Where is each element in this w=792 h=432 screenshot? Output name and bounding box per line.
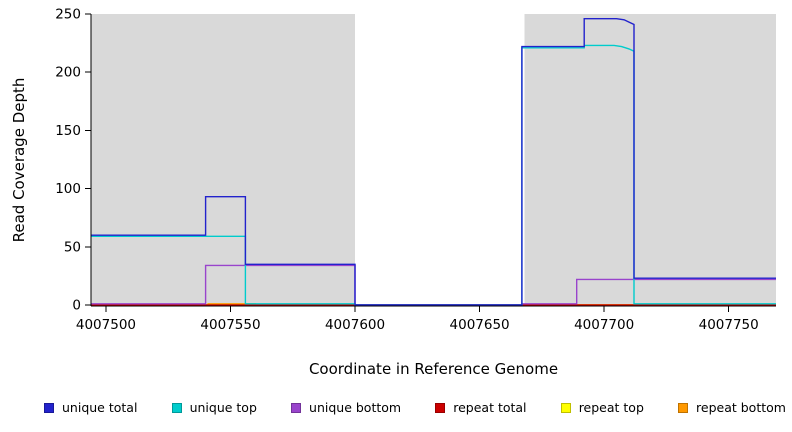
x-tick-label: 4007700 (574, 317, 634, 333)
legend-label-repeat-top: repeat top (578, 400, 644, 415)
y-tick-label: 200 (55, 65, 81, 81)
y-tick-label: 0 (72, 298, 81, 314)
legend-label-repeat-bottom: repeat bottom (696, 400, 786, 415)
y-axis-title: Read Coverage Depth (10, 77, 28, 243)
legend-item-unique-bottom: unique bottom (291, 400, 401, 415)
legend-swatch-repeat-total (435, 402, 446, 413)
legend-swatch-repeat-bottom (678, 402, 689, 413)
legend-item-repeat-total: repeat total (435, 400, 527, 415)
shaded-region-1 (91, 14, 356, 306)
legend-swatch-unique-total (44, 402, 54, 413)
x-tick-label: 4007550 (200, 317, 260, 333)
coverage-chart: 4007500 4007550 4007600 4007650 4007700 40077… (55, 7, 776, 333)
y-tick-label: 100 (55, 181, 81, 197)
legend-swatch-unique-top (171, 402, 182, 413)
legend-swatch-repeat-top (560, 402, 571, 413)
x-axis-title: Coordinate in Reference Genome (308, 360, 559, 378)
y-tick-label: 250 (55, 7, 81, 23)
background-bands (91, 14, 776, 306)
axes: 4007500 4007550 4007600 4007650 4007700 40077… (55, 7, 776, 333)
legend-item-unique-top: unique top (171, 400, 257, 415)
y-tick-label: 150 (55, 123, 81, 139)
x-tick-label: 4007750 (699, 317, 759, 333)
legend: unique total unique top unique bottom repea… (44, 400, 786, 415)
x-tick-label: 4007600 (325, 317, 385, 333)
legend-item-repeat-top: repeat top (560, 400, 644, 415)
legend-label-unique-total: unique total (62, 400, 138, 415)
y-tick-label: 50 (64, 239, 81, 255)
data-series (91, 18, 776, 306)
series-line-unique-total (91, 18, 776, 306)
shaded-region-2 (524, 14, 776, 306)
legend-label-unique-bottom: unique bottom (309, 400, 402, 415)
legend-swatch-unique-bottom (291, 402, 302, 413)
x-tick-label: 4007650 (450, 317, 510, 333)
legend-label-repeat-total: repeat total (453, 400, 527, 415)
legend-item-repeat-bottom: repeat bottom (678, 400, 786, 415)
x-tick-label: 4007500 (76, 317, 136, 333)
legend-item-unique-total: unique total (44, 400, 137, 415)
legend-label-unique-top: unique top (189, 400, 257, 415)
series-line-unique-top (91, 44, 776, 306)
